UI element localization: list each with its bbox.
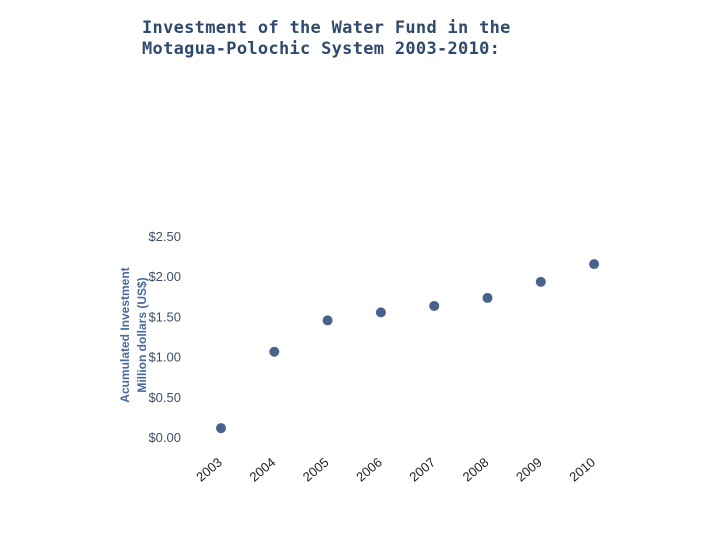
- data-point-2007: [429, 300, 440, 311]
- y-tick-labels: $0.00 $0.50 $1.00 $1.50 $2.00 $2.50: [148, 229, 181, 445]
- data-point-2008: [482, 292, 493, 303]
- x-tick-labels: 2003 2004 2005 2006 2007 2008 2009 2010: [193, 455, 598, 485]
- x-tick-label-2008: 2008: [460, 455, 492, 485]
- y-axis-label-line-1: Acumulated Investment: [118, 267, 132, 402]
- data-point-2003: [216, 423, 226, 434]
- data-points: [216, 259, 600, 434]
- x-tick-label-2005: 2005: [300, 455, 332, 485]
- data-point-2005: [322, 315, 333, 326]
- chart-title-line-1: Investment of the Water Fund in the: [142, 18, 511, 38]
- data-point-2010: [589, 259, 600, 270]
- y-tick-label: $0.50: [148, 390, 181, 405]
- y-axis-label-line-2: Million dollars (US$): [135, 277, 149, 392]
- data-point-2004: [269, 346, 280, 357]
- y-axis-label: Acumulated Investment Million dollars (U…: [118, 267, 149, 402]
- data-point-2009: [535, 276, 546, 287]
- x-tick-label-2009: 2009: [513, 455, 545, 485]
- x-tick-label-2007: 2007: [406, 455, 438, 485]
- chart-title: Investment of the Water Fund in the Mota…: [142, 18, 662, 60]
- x-tick-label-2003: 2003: [193, 455, 225, 485]
- y-tick-label: $1.00: [148, 350, 181, 365]
- x-tick-label-2010: 2010: [566, 455, 598, 485]
- y-tick-label: $1.50: [148, 309, 181, 324]
- data-point-2006: [375, 307, 386, 318]
- chart-title-line-2: Motagua-Polochic System 2003-2010:: [142, 39, 501, 59]
- y-tick-label: $2.50: [148, 229, 181, 244]
- y-tick-label: $0.00: [148, 430, 181, 445]
- y-tick-label: $2.00: [148, 269, 181, 284]
- x-tick-label-2006: 2006: [353, 455, 385, 485]
- x-tick-label-2004: 2004: [247, 455, 279, 485]
